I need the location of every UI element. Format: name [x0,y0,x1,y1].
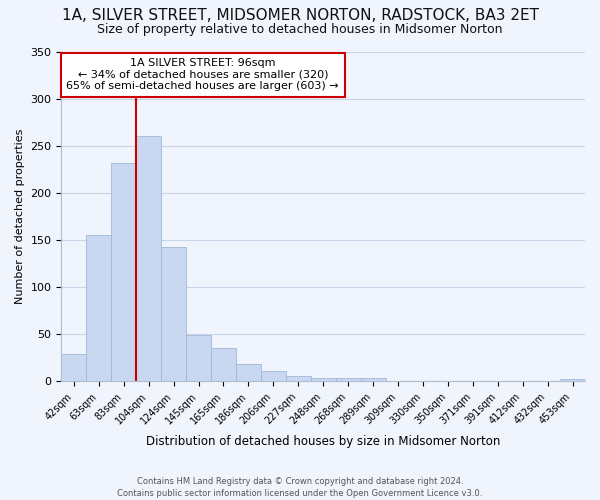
Bar [111,162,136,382]
Bar [261,371,286,382]
Bar [136,136,161,382]
Bar [186,336,211,382]
Bar [211,348,236,382]
Bar [335,378,361,382]
Bar [86,236,111,382]
X-axis label: Distribution of detached houses by size in Midsomer Norton: Distribution of detached houses by size … [146,434,500,448]
Bar [161,246,186,382]
Bar [311,378,335,382]
Text: Contains HM Land Registry data © Crown copyright and database right 2024.
Contai: Contains HM Land Registry data © Crown c… [118,476,482,498]
Bar [560,378,585,382]
Bar [286,376,311,382]
Text: 1A, SILVER STREET, MIDSOMER NORTON, RADSTOCK, BA3 2ET: 1A, SILVER STREET, MIDSOMER NORTON, RADS… [62,8,539,22]
Text: 1A SILVER STREET: 96sqm
← 34% of detached houses are smaller (320)
65% of semi-d: 1A SILVER STREET: 96sqm ← 34% of detache… [67,58,339,92]
Text: Size of property relative to detached houses in Midsomer Norton: Size of property relative to detached ho… [97,22,503,36]
Y-axis label: Number of detached properties: Number of detached properties [15,129,25,304]
Bar [61,354,86,382]
Bar [361,378,386,382]
Bar [236,364,261,382]
